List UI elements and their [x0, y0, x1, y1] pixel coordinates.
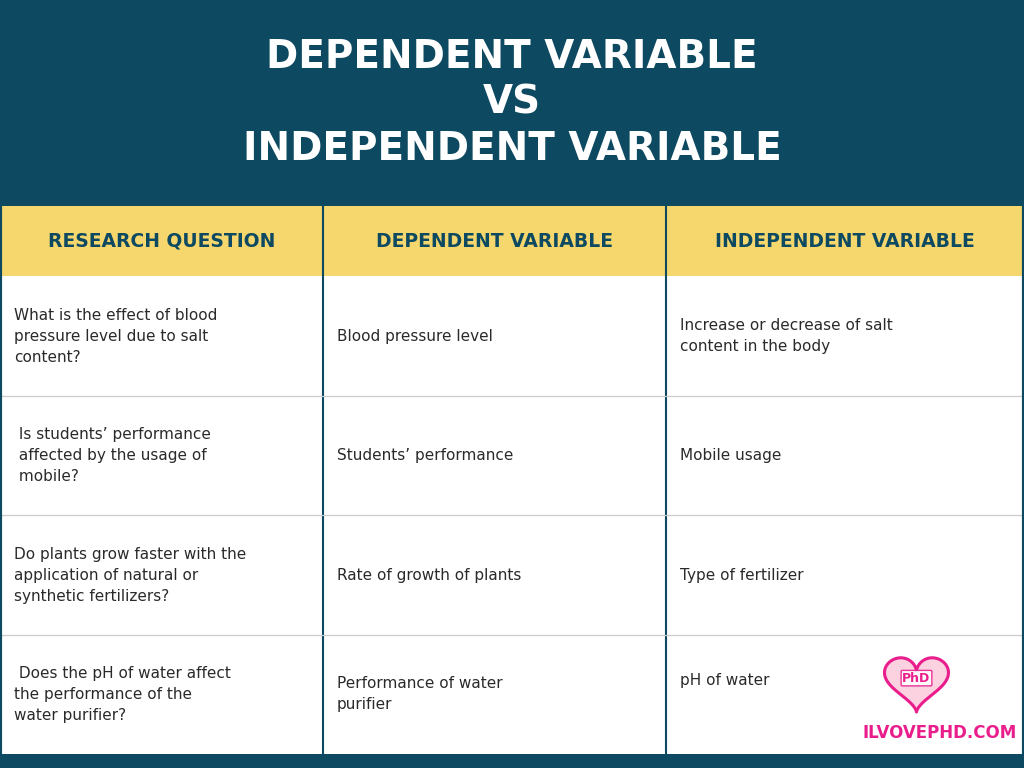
- Text: Students’ performance: Students’ performance: [337, 448, 513, 463]
- Text: Performance of water
purifier: Performance of water purifier: [337, 677, 502, 713]
- Text: RESEARCH QUESTION: RESEARCH QUESTION: [47, 232, 275, 250]
- Text: ILVOVEPHD.COM: ILVOVEPHD.COM: [862, 723, 1017, 742]
- Text: Type of fertilizer: Type of fertilizer: [680, 568, 803, 583]
- Text: INDEPENDENT VARIABLE: INDEPENDENT VARIABLE: [715, 232, 975, 250]
- Text: DEPENDENT VARIABLE: DEPENDENT VARIABLE: [376, 232, 612, 250]
- Text: Blood pressure level: Blood pressure level: [337, 329, 493, 344]
- Text: Do plants grow faster with the
application of natural or
synthetic fertilizers?: Do plants grow faster with the applicati…: [14, 547, 246, 604]
- Text: What is the effect of blood
pressure level due to salt
content?: What is the effect of blood pressure lev…: [14, 308, 217, 365]
- FancyBboxPatch shape: [0, 754, 1024, 768]
- FancyBboxPatch shape: [0, 276, 1024, 754]
- Text: PhD: PhD: [902, 672, 931, 684]
- Text: DEPENDENT VARIABLE: DEPENDENT VARIABLE: [266, 38, 758, 76]
- FancyBboxPatch shape: [0, 0, 1024, 206]
- Text: Increase or decrease of salt
content in the body: Increase or decrease of salt content in …: [680, 318, 892, 354]
- Text: Mobile usage: Mobile usage: [680, 448, 781, 463]
- FancyBboxPatch shape: [0, 206, 1024, 276]
- Text: pH of water: pH of water: [680, 673, 769, 687]
- Polygon shape: [885, 657, 948, 712]
- Text: Does the pH of water affect
the performance of the
water purifier?: Does the pH of water affect the performa…: [14, 666, 230, 723]
- Text: INDEPENDENT VARIABLE: INDEPENDENT VARIABLE: [243, 130, 781, 167]
- Text: Rate of growth of plants: Rate of growth of plants: [337, 568, 521, 583]
- Text: Is students’ performance
 affected by the usage of
 mobile?: Is students’ performance affected by the…: [14, 427, 211, 484]
- Text: VS: VS: [483, 84, 541, 122]
